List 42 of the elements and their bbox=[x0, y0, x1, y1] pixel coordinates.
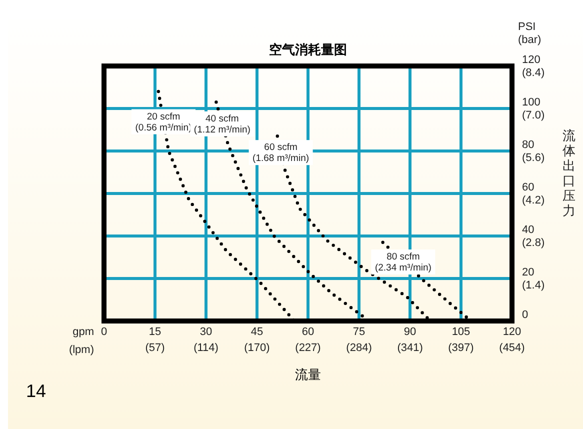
y2-tick-label: (1.4) bbox=[522, 280, 545, 292]
x2-tick-label: (227) bbox=[295, 342, 321, 354]
y-tick-label: 0 bbox=[522, 309, 528, 321]
x2-tick-label: (170) bbox=[244, 342, 270, 354]
y-tick-label: 60 bbox=[522, 182, 534, 194]
y-tick-label: 100 bbox=[522, 96, 540, 108]
chart-title: 空气消耗量图 bbox=[269, 42, 347, 57]
y2-tick-label: (2.8) bbox=[522, 237, 545, 249]
series-label: 80 scfm (2.34 m³/min) bbox=[374, 252, 432, 274]
series-label: 60 scfm (1.68 m³/min) bbox=[252, 142, 310, 164]
y2-tick-label: (5.6) bbox=[522, 152, 545, 164]
y2-tick-label: (7.0) bbox=[522, 110, 545, 122]
x-tick-label: 45 bbox=[250, 326, 264, 338]
x-axis-title: 流量 bbox=[295, 367, 321, 382]
x-tick-label: 15 bbox=[148, 326, 162, 338]
y-tick-label: 120 bbox=[522, 54, 540, 66]
y2-axis-title: 流体出口压力 bbox=[562, 128, 576, 218]
x-tick-label: 105 bbox=[452, 326, 470, 338]
y-tick-label: 20 bbox=[522, 266, 534, 278]
y2-tick-label: (8.4) bbox=[522, 67, 545, 79]
text: 14 bbox=[26, 381, 46, 401]
x2-tick-label: (397) bbox=[448, 342, 474, 354]
x2-tick-label: (341) bbox=[397, 342, 423, 354]
x-tick-label: 75 bbox=[352, 326, 366, 338]
x2-tick-label: (114) bbox=[194, 342, 218, 354]
y2-tick-label: (4.2) bbox=[522, 194, 545, 206]
text: gpm bbox=[72, 326, 94, 338]
x-tick-label: 120 bbox=[502, 326, 522, 338]
x-tick-label: 90 bbox=[404, 326, 416, 338]
text: (bar) bbox=[518, 34, 542, 46]
x2-tick-label: (284) bbox=[346, 342, 372, 354]
series-label: 40 scfm (1.12 m³/min) bbox=[194, 113, 250, 136]
x-tick-label: 60 bbox=[302, 326, 314, 338]
x-tick-label: 30 bbox=[200, 326, 212, 338]
text: (lpm) bbox=[68, 344, 94, 356]
x2-tick-label: (57) bbox=[145, 342, 165, 354]
y-tick-label: 40 bbox=[522, 224, 534, 236]
text: PSI bbox=[518, 21, 536, 33]
y-tick-label: 80 bbox=[522, 139, 534, 151]
series-label: 20 scfm (0.56 m³/min) bbox=[135, 111, 192, 134]
x-tick-label: 0 bbox=[100, 326, 108, 338]
x2-tick-label: (454) bbox=[499, 342, 525, 354]
